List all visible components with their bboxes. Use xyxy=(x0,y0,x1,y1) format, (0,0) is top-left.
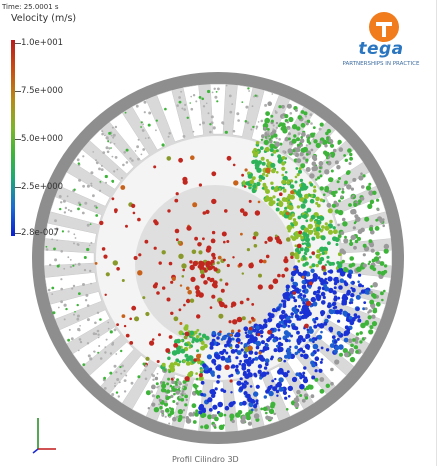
logo-tagline: PARTNERSHIPS IN PRACTICE xyxy=(342,61,420,67)
legend-tick xyxy=(15,43,21,44)
velocity-colorbar xyxy=(11,40,15,236)
legend-tick xyxy=(15,187,21,188)
legend-tick-label: 1.0e+001 xyxy=(21,38,64,48)
logo-name: tega xyxy=(358,39,404,59)
legend-tick xyxy=(15,91,21,92)
tega-logo: tega PARTNERSHIPS IN PRACTICE xyxy=(340,10,428,72)
legend-tick xyxy=(15,139,21,140)
view-caption: Profil Cilindro 3D xyxy=(172,455,239,464)
legend-tick-label: 2.5e+000 xyxy=(21,182,64,192)
axis-triad-icon xyxy=(32,418,56,454)
tega-logo-mark-icon xyxy=(369,12,399,42)
legend-title: Velocity (m/s) xyxy=(11,13,77,24)
legend-tick xyxy=(15,233,21,234)
time-label: Time: 25.0001 s xyxy=(2,3,59,11)
legend-tick-label: 2.8e-007 xyxy=(21,228,60,238)
legend-tick-label: 7.5e+000 xyxy=(21,86,64,96)
legend-tick-label: 5.0e+000 xyxy=(21,134,64,144)
particle-cloud xyxy=(45,84,390,430)
